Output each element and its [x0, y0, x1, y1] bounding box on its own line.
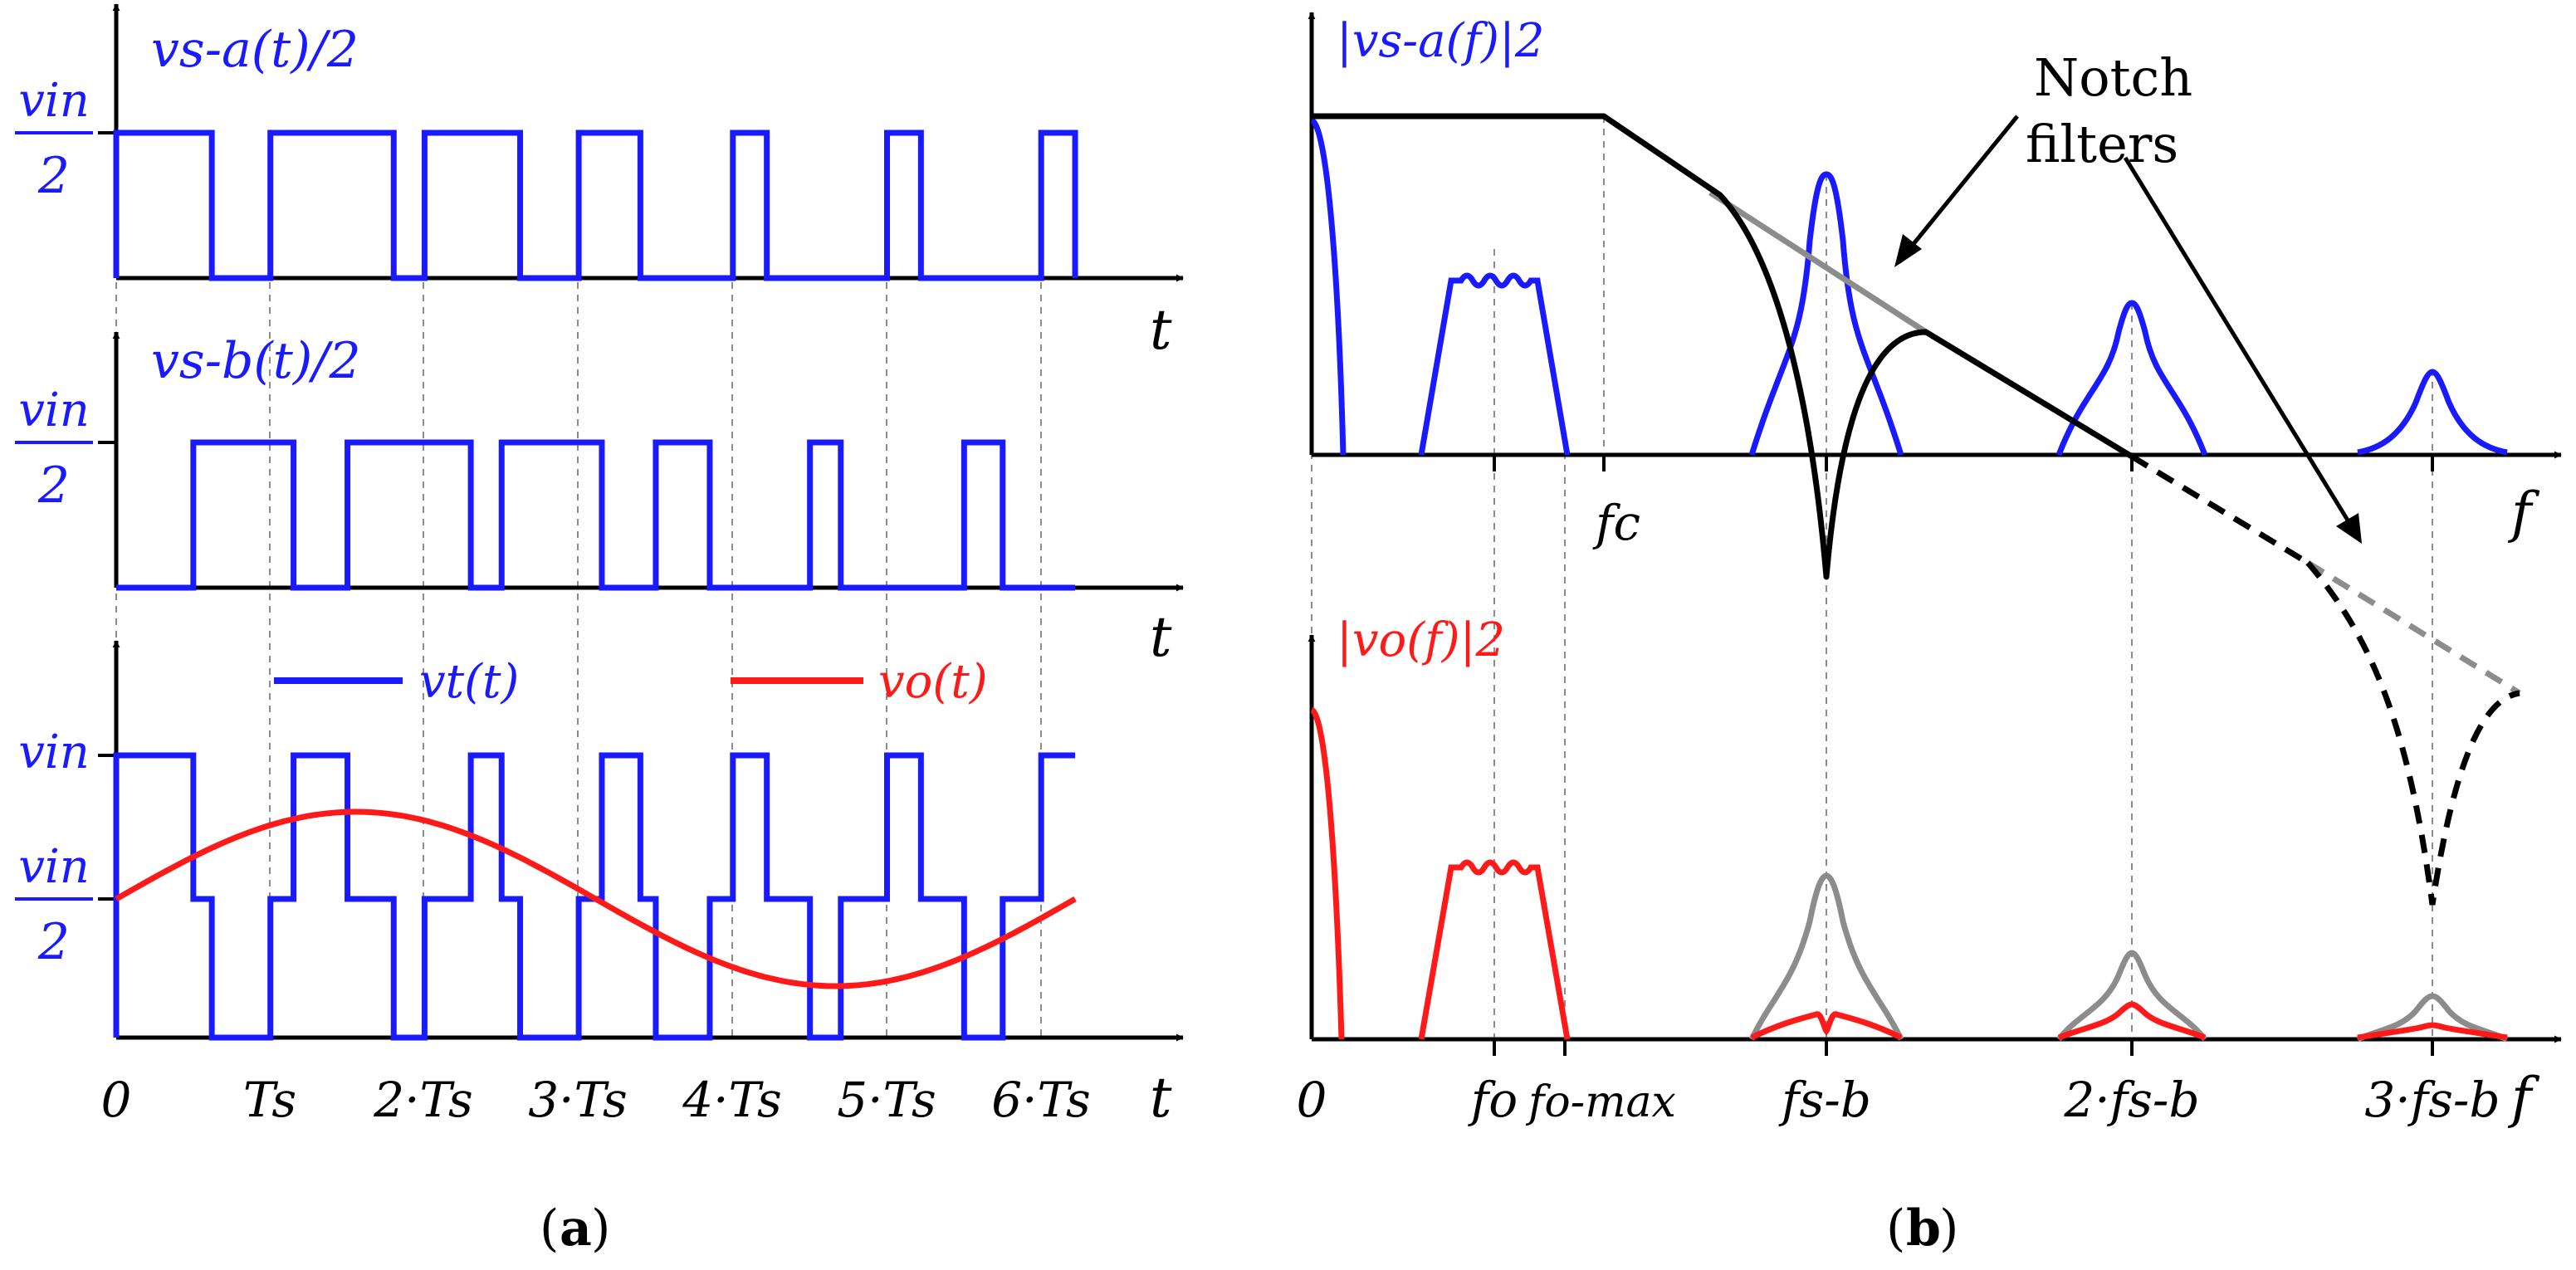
plot3-y-tick-mid-den: 2: [37, 913, 70, 971]
panel-b: |vs-a(f)|2 fc f Notch filters: [1297, 12, 2562, 1258]
fc-label: fc: [1592, 495, 1640, 551]
plot-vt-vo: vin vin 2 vt(t) vo(t) 0 Ts 2·Ts 3·Ts 4·T…: [15, 640, 1184, 1130]
annotation-arrow-1: [1894, 115, 2019, 267]
frequency-tick-labels: 0 fo fo-max fs-b 2·fs-b 3·fs-b: [1297, 1072, 2500, 1128]
vs-a-2fs-b-harmonic: [2055, 300, 2208, 457]
plot-spectrum-vo: |vo(f)|2 0 fo fo-max fs-b 2·fs-b 3·fs-b …: [1297, 613, 2562, 1130]
freq-tick-0: 0: [1297, 1072, 1327, 1128]
caption-a-close: ): [591, 1199, 610, 1258]
plot-b2-y-label-text: |vo(f)|2: [1337, 613, 1505, 667]
plot-vs-a: vs-a(t)/2 vin 2 t: [15, 3, 1184, 362]
vo-waveform: [115, 808, 1077, 989]
caption-b-close: ): [1939, 1199, 1958, 1258]
freq-tick-3fs-b: 3·fs-b: [2364, 1072, 2500, 1128]
plot1-y-label: vs-a(t)/2: [151, 21, 359, 79]
vo-dc-lobe: [1309, 706, 1345, 1040]
vo-gray-2fs-b: [2056, 950, 2207, 1042]
vo-red-fs-b: [1750, 1011, 1903, 1041]
plot1-y-tick-den: 2: [37, 147, 70, 205]
notch-filter-region: [2305, 560, 2521, 906]
plot3-y-tick-mid-num: vin: [18, 840, 90, 894]
caption-b-open: (: [1886, 1199, 1905, 1258]
plot2-y-label-text: vs-b(t)/2: [151, 332, 361, 390]
vs-a-dc-lobe: [1309, 117, 1347, 456]
vs-a-waveform: [113, 129, 1078, 281]
plot-b2-x-axis-label: f: [2507, 1066, 2540, 1130]
time-tick-labels: 0 Ts 2·Ts 3·Ts 4·Ts 5·Ts 6·Ts: [101, 1072, 1091, 1128]
plot2-y-tick-den: 2: [37, 457, 70, 515]
plot1-y-tick-fraction: vin 2: [15, 74, 93, 205]
annotation-filters: filters: [2026, 114, 2178, 174]
plot-b1-x-axis-label: f: [2507, 481, 2540, 545]
frequency-gridlines: [1311, 116, 2433, 1038]
vo-fundamental-band: [1418, 859, 1571, 1040]
freq-tick-2fs-b: 2·fs-b: [2063, 1072, 2199, 1128]
caption-a-open: (: [540, 1199, 559, 1258]
tick-label-ts: Ts: [243, 1072, 296, 1128]
tick-label-0: 0: [101, 1072, 132, 1128]
notch-filter-response: [2305, 560, 2520, 906]
freq-tick-fs-b: fs-b: [1778, 1072, 1871, 1128]
annotation-notch: Notch: [2034, 47, 2192, 108]
caption-a-letter: a: [560, 1199, 592, 1258]
tick-label-5ts: 5·Ts: [837, 1072, 936, 1128]
vs-a-fundamental-band: [1418, 272, 1571, 456]
vt-waveform: [113, 752, 1076, 1041]
vo-gray-3fs-b: [2356, 993, 2509, 1043]
annotation-arrow-2: [2123, 156, 2362, 544]
plot-vs-b: vs-b(t)/2 vin 2 t: [15, 331, 1184, 669]
freq-tick-fo-max: fo-max: [1525, 1077, 1676, 1127]
tick-label-4ts: 4·Ts: [682, 1072, 782, 1128]
caption-b: ( b ): [1886, 1199, 1958, 1258]
filter-ideal-slope: [1708, 190, 1928, 335]
plot1-y-tick-num: vin: [18, 74, 90, 128]
vo-gray-fs-b: [1748, 872, 1904, 1041]
vo-red-3fs-b: [2357, 1022, 2508, 1041]
plot3-y-tick-mid-fraction: vin 2: [15, 840, 93, 971]
caption-a: ( a ): [540, 1199, 610, 1258]
plot-spectrum-vs-a: |vs-a(f)|2 fc f: [1308, 12, 2562, 580]
tick-label-6ts: 6·Ts: [991, 1072, 1091, 1128]
caption-b-letter: b: [1906, 1199, 1941, 1258]
tick-label-2ts: 2·Ts: [373, 1072, 473, 1128]
vs-a-fs-b-harmonic: [1748, 171, 1904, 457]
plot-b1-y-label: |vs-a(f)|2: [1337, 14, 1544, 68]
plot2-y-tick-num: vin: [18, 383, 90, 437]
plot3-x-axis-label: t: [1150, 1066, 1172, 1130]
plot-b1-y-label-text: |vs-a(f)|2: [1337, 14, 1544, 68]
vo-red-2fs-b: [2057, 1001, 2207, 1041]
plot1-x-axis-label: t: [1150, 298, 1172, 362]
tick-label-3ts: 3·Ts: [528, 1072, 628, 1128]
plot-b2-y-label: |vo(f)|2: [1337, 613, 1505, 667]
filter-response-extended: [2130, 454, 2310, 565]
plot3-y-tick-top-label: vin: [18, 725, 90, 779]
plot2-y-label: vs-b(t)/2: [151, 332, 361, 390]
vs-b-waveform: [116, 439, 1076, 591]
legend-vo-label: vo(t): [878, 655, 988, 709]
panel-a: vs-a(t)/2 vin 2 t vs-b(t)/2 vin 2 t vin: [15, 3, 1184, 1258]
time-gridlines: [115, 282, 1042, 1038]
plot1-y-label-text: vs-a(t)/2: [151, 21, 359, 79]
plot2-y-tick-fraction: vin 2: [15, 383, 93, 515]
filter-response: [1312, 113, 2134, 580]
notch-ideal-slope: [2306, 560, 2521, 696]
legend-vt-label: vt(t): [419, 655, 519, 709]
freq-tick-fo: fo: [1468, 1072, 1518, 1128]
plot2-x-axis-label: t: [1150, 605, 1172, 669]
vs-a-3fs-b-harmonic: [2357, 369, 2508, 456]
notch-filters-annotation: Notch filters: [1894, 47, 2362, 544]
legend: vt(t) vo(t): [274, 655, 988, 709]
